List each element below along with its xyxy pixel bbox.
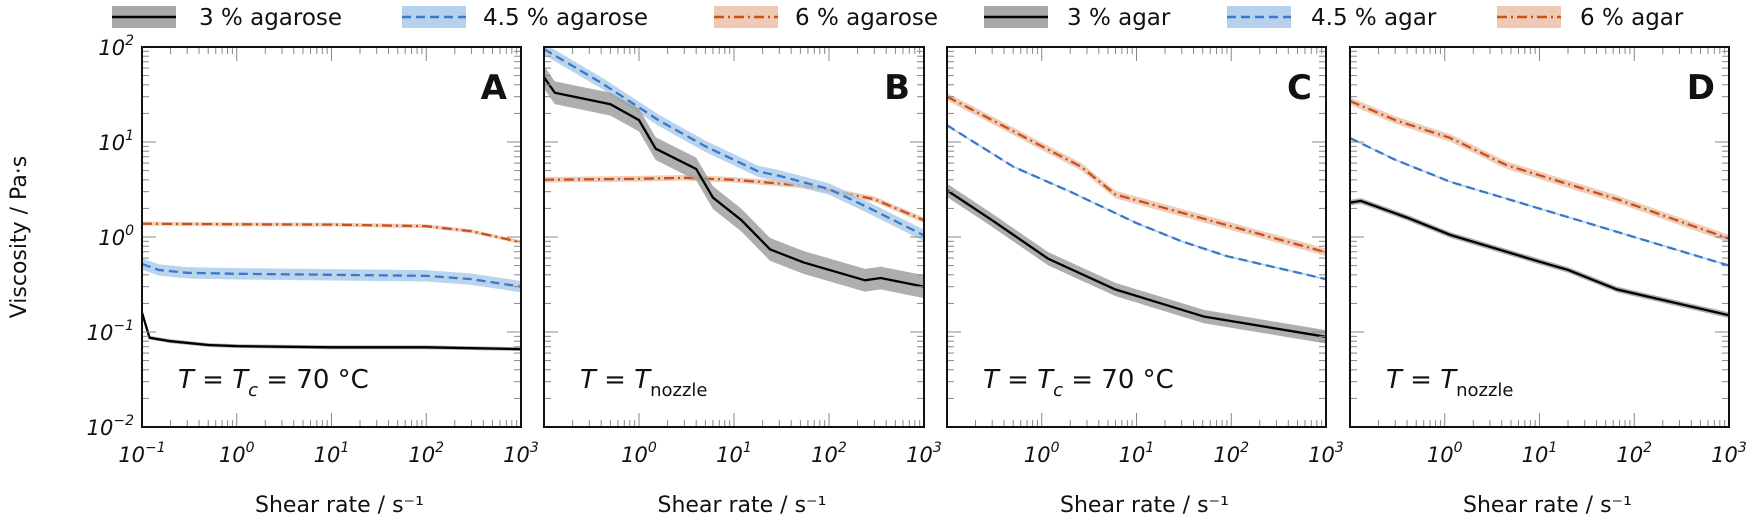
ticks — [946, 47, 1326, 428]
band-6-agarose — [142, 221, 521, 245]
legend-swatch-band — [714, 6, 778, 28]
x-tick-label: 103 — [1308, 440, 1344, 467]
legend-entry: 6 % agar — [1497, 5, 1684, 31]
panel-annotation: T = Tc = 70 °C — [178, 365, 369, 401]
legend-label: 3 % agarose — [199, 5, 342, 31]
panel-letter: D — [1687, 68, 1715, 108]
legend-entry: 3 % agar — [984, 5, 1171, 31]
legend-entry: 4.5 % agarose — [402, 5, 648, 31]
line-6-agar — [1350, 99, 1729, 240]
x-tick-label: 100 — [621, 440, 657, 467]
y-tick-label: 100 — [98, 223, 134, 250]
x-tick-label: 102 — [408, 440, 444, 467]
panel-a: 10−1 100 101 102 103 Shear rate / s⁻¹ A T = Tc … — [87, 33, 539, 518]
legend-label: 4.5 % agarose — [483, 5, 648, 31]
y-axis-label: Viscosity / Pa·s — [7, 156, 32, 319]
x-axis-label: Shear rate / s⁻¹ — [658, 493, 827, 518]
line-3-agar — [947, 189, 1326, 338]
band-6-agarose — [544, 174, 924, 224]
x-tick-label: 100 — [1024, 440, 1060, 467]
panel-frame — [141, 46, 522, 428]
panel-b: 100 101 102 103 Shear rate / s⁻¹ B T = Tnozzle — [543, 46, 942, 518]
plot-area — [142, 221, 521, 352]
legend-entry: 6 % agarose — [714, 5, 938, 31]
line-4-5-agar — [947, 124, 1326, 281]
legend-label: 6 % agar — [1580, 5, 1684, 31]
panel-frame — [946, 46, 1327, 428]
panel-letter: B — [884, 68, 910, 108]
legend: 3 % agarose 4.5 % agarose 6 % agarose 3 % a… — [112, 5, 1684, 31]
line-4-5-agar — [1350, 137, 1729, 267]
legend-entry: 4.5 % agar — [1227, 5, 1437, 31]
x-tick-label: 101 — [1119, 440, 1155, 467]
y-tick-label: 10−2 — [87, 413, 134, 440]
legend-label: 3 % agar — [1067, 5, 1171, 31]
x-tick-label: 101 — [314, 440, 350, 467]
x-tick-label: 102 — [1213, 440, 1249, 467]
x-tick-label: 101 — [1522, 440, 1558, 467]
x-axis-label: Shear rate / s⁻¹ — [255, 493, 424, 518]
panel-frame — [543, 46, 925, 428]
band-6-agar — [1350, 97, 1729, 243]
line-6-agarose — [544, 176, 924, 222]
x-tick-label: 101 — [716, 440, 752, 467]
line-3-agarose — [544, 76, 924, 288]
ticks — [141, 47, 521, 428]
band-3-agar — [947, 183, 1326, 344]
x-tick-label: 102 — [1616, 440, 1652, 467]
line-6-agar — [947, 95, 1326, 254]
legend-swatch-band — [1497, 6, 1561, 28]
panel-frame — [1349, 46, 1730, 428]
x-tick-label: 10−1 — [118, 440, 165, 467]
x-axis-label: Shear rate / s⁻¹ — [1060, 493, 1229, 518]
band-4-5-agar — [1350, 137, 1729, 267]
x-tick-label: 103 — [906, 440, 942, 467]
x-tick-label: 100 — [219, 440, 255, 467]
plot-area — [1350, 97, 1729, 319]
x-tick-label: 102 — [811, 440, 847, 467]
panel-letter: C — [1287, 68, 1312, 108]
panel-d: 100 101 102 103 Shear rate / s⁻¹ D T = Tnozzle — [1349, 46, 1747, 518]
ticks — [1349, 47, 1729, 428]
y-tick-label: 102 — [98, 33, 134, 60]
panel-annotation: T = Tc = 70 °C — [983, 365, 1174, 401]
y-tick-label: 10−1 — [87, 318, 134, 345]
line-3-agar — [1350, 199, 1729, 317]
x-tick-label: 103 — [1711, 440, 1747, 467]
line-4-5-agarose — [544, 48, 924, 237]
panel-annotation: T = Tnozzle — [580, 365, 707, 401]
legend-entry: 3 % agarose — [112, 5, 342, 31]
band-3-agarose — [544, 65, 924, 299]
band-4-5-agarose — [544, 47, 924, 242]
y-tick-label: 101 — [98, 128, 134, 155]
line-3-agarose — [142, 312, 521, 351]
band-6-agar — [947, 92, 1326, 257]
x-tick-label: 103 — [503, 440, 539, 467]
x-tick-label: 100 — [1427, 440, 1463, 467]
panel-letter: A — [481, 68, 508, 108]
x-axis-label: Shear rate / s⁻¹ — [1463, 493, 1632, 518]
panel-c: 100 101 102 103 Shear rate / s⁻¹ C T = Tc = 70… — [946, 46, 1344, 518]
plot-area — [947, 92, 1326, 344]
line-4-5-agarose — [142, 262, 521, 288]
legend-label: 4.5 % agar — [1311, 5, 1437, 31]
band-3-agarose — [142, 310, 521, 352]
plot-area — [544, 47, 924, 299]
legend-label: 6 % agarose — [795, 5, 938, 31]
ticks — [543, 47, 924, 428]
panel-annotation: T = Tnozzle — [1386, 365, 1513, 401]
